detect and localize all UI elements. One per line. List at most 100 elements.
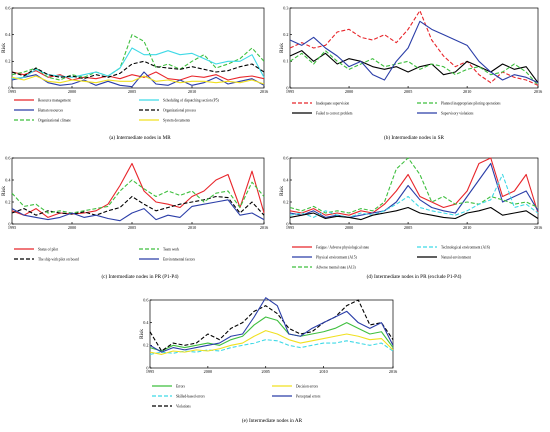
x-tick-label: 2005 [128,225,136,230]
x-tick-label: 2010 [463,89,471,94]
x-tick-label: 2005 [404,89,412,94]
series-line [289,157,539,216]
x-tick-label: 2016 [534,89,542,94]
x-tick-label: 2000 [68,89,76,94]
x-tick-label: 1995 [8,225,16,230]
series-line [289,173,539,218]
x-tick-label: 2000 [204,369,212,374]
legend-label: Supervisory violations [441,111,474,115]
series-line [289,20,539,84]
y-axis-label: Risk [1,43,7,53]
legend-label: Errors [176,384,186,388]
legend-label: Inadequate supervision [316,101,349,105]
legend-label: Human resources [38,108,64,112]
legend-label: Team work [163,247,179,251]
x-tick-label: 1995 [146,369,154,374]
y-tick-label: 0.4 [283,177,289,182]
x-tick-label: 2016 [534,225,542,230]
y-tick-label: 0.2 [283,199,288,204]
legend-label: Environmental factors [163,257,196,261]
chart-panel-0: 0 0.2 0.4 0.6 1995 2000 2005 2010 2016 Risk Resour… [1,5,268,141]
x-tick-label: 2010 [188,225,196,230]
panel-caption: (b) Intermediate nodes in SR [384,134,444,141]
y-tick-label: 0.6 [143,297,148,302]
y-tick-label: 0 [8,85,10,90]
x-tick-label: 2005 [404,225,412,230]
legend-label: Scheduling of dispatching section (P5) [163,98,219,102]
series-line [289,157,539,214]
series-line [289,206,539,221]
plot-frame [11,7,265,89]
y-axis-label: Risk [279,186,285,196]
series-line [11,195,265,216]
chart-panel-2: 0 0.2 0.4 0.6 1995 2000 2005 2010 2016 Risk Status… [1,155,268,280]
series-line [11,60,265,80]
y-tick-label: 0 [8,221,10,226]
legend-label: Organizational process [163,108,197,112]
series-line [149,339,394,355]
legend-label: Violations [176,404,191,408]
legend-label: Resource management [38,98,71,102]
x-tick-label: 2016 [260,89,268,94]
series-line [11,34,265,81]
y-tick-label: 0.4 [5,32,11,37]
legend-label: Planned inappropriate piloting operation… [441,101,501,105]
x-tick-label: 1995 [286,225,294,230]
x-tick-label: 2010 [319,369,327,374]
chart-panel-4: 0 0.2 0.4 0.6 1995 2000 2005 2010 2016 Risk Errors… [139,297,397,424]
plot-frame [289,157,539,225]
series-line [289,50,539,83]
legend-label: Physical environment (A15) [316,255,358,259]
y-tick-label: 0 [286,221,288,226]
y-tick-label: 0.3 [283,5,288,10]
x-tick-label: 2010 [463,225,471,230]
chart-panel-3: 0 0.2 0.4 0.6 1995 2000 2005 2010 2016 Risk Fatigu… [279,155,542,280]
y-tick-label: 0.2 [5,59,10,64]
legend-label: System documents [163,118,191,122]
panel-caption: (a) Intermediate nodes in MR [109,134,171,141]
series-line [289,10,539,86]
legend-label: Technological environment (A16) [441,245,491,249]
y-tick-label: 0.2 [283,32,288,37]
series-line [289,162,539,218]
x-tick-label: 2000 [345,89,353,94]
x-tick-label: 1995 [8,89,16,94]
x-tick-label: 2000 [68,225,76,230]
series-line [149,299,394,352]
series-line [11,75,265,85]
chart-panel-1: 0 0.1 0.2 0.3 1995 2000 2005 2010 2016 Risk Inadeq… [279,5,542,141]
panel-caption: (d) Intermediate nodes in PR (exclude P1… [367,273,462,280]
series-line [149,297,394,353]
plot-frame [149,299,394,369]
legend-label: Decision errors [296,384,319,388]
y-tick-label: 0 [146,365,148,370]
x-tick-label: 2000 [345,225,353,230]
y-tick-label: 0.6 [5,155,10,160]
y-axis-label: Risk [139,329,145,339]
plot-frame [11,157,265,225]
series-line [11,70,265,81]
y-tick-label: 0.6 [5,5,10,10]
legend-label: Status of pilot [38,247,58,251]
x-tick-label: 2010 [188,89,196,94]
series-line [11,47,265,80]
y-tick-label: 0.1 [283,59,288,64]
y-axis-label: Risk [279,43,285,53]
x-tick-label: 2016 [389,369,397,374]
series-line [11,199,265,222]
legend-label: Fatigue / Adverse physiological state [316,245,370,249]
legend-label: Adverse mental state (A13) [316,265,356,269]
x-tick-label: 2016 [260,225,268,230]
y-tick-label: 0.2 [5,199,10,204]
series-line [149,330,394,355]
panel-caption: (c) Intermediate nodes in PR (P1-P4) [101,273,178,280]
legend-label: Skilled-based errors [176,394,205,398]
series-line [289,50,539,86]
x-tick-label: 1995 [286,89,294,94]
x-tick-label: 2005 [262,369,270,374]
series-line [149,316,394,352]
panel-caption: (e) Intermediate nodes in AR [242,417,303,424]
y-axis-label: Risk [1,186,7,196]
y-tick-label: 0 [286,85,288,90]
